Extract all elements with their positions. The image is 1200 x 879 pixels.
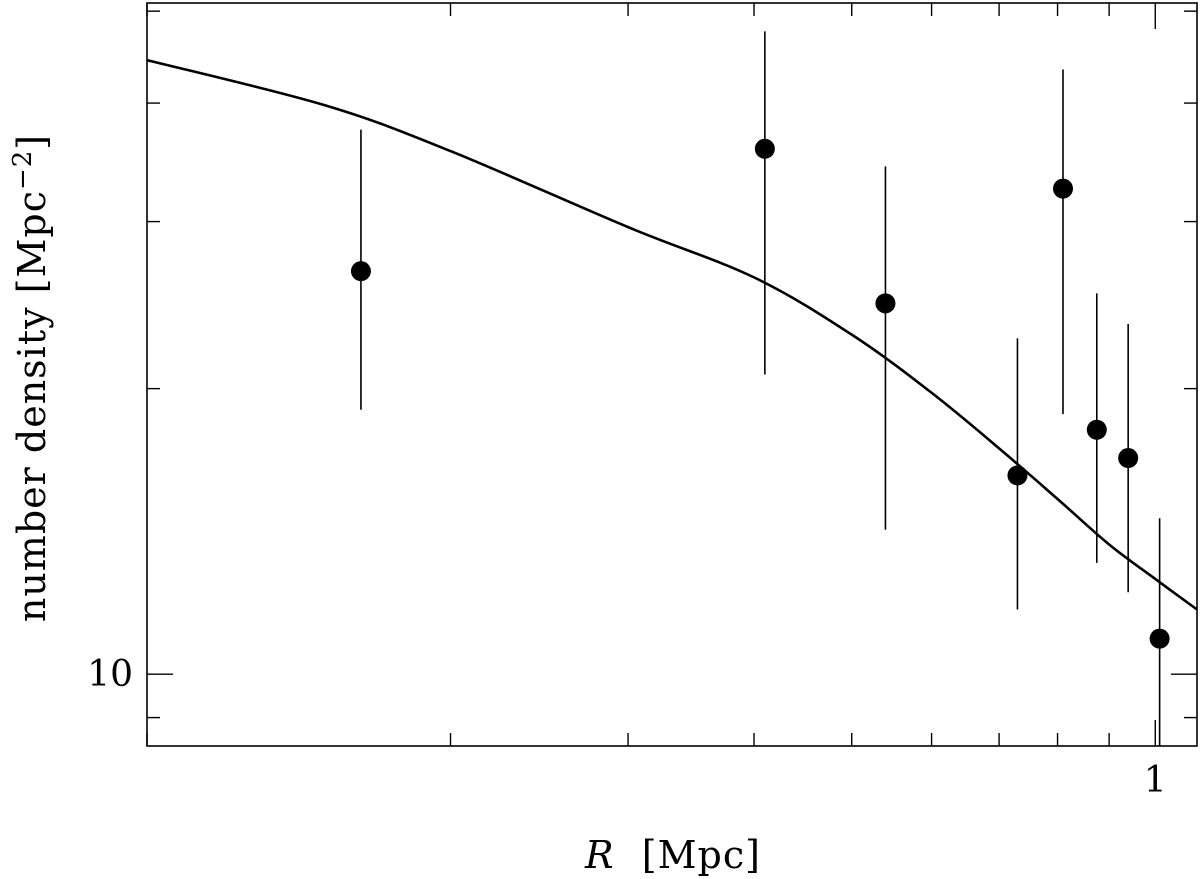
tick-labels: 1 10: [87, 654, 1167, 801]
axis-ticks: [146, 3, 1197, 746]
x-axis-unit: [Mpc]: [642, 833, 761, 877]
data-point: [1007, 465, 1028, 486]
x-axis-symbol: R: [584, 833, 615, 877]
y-axis-label-exponent: −2: [8, 150, 38, 190]
y-axis-label: number density [Mpc−2]: [8, 134, 54, 622]
data-point: [875, 293, 896, 314]
data-point: [350, 261, 371, 282]
data-points: [350, 31, 1170, 746]
model-curve: [146, 58, 1198, 611]
x-axis-label: R [Mpc]: [584, 833, 761, 877]
y-tick-label: 10: [87, 654, 133, 695]
data-point: [1052, 178, 1073, 199]
data-point: [1149, 628, 1170, 649]
y-axis-label-close: ]: [10, 134, 54, 150]
plot-frame: [146, 2, 1198, 747]
data-point: [1086, 419, 1107, 440]
data-point: [1118, 448, 1139, 469]
y-axis-label-text: number density [Mpc: [10, 190, 54, 622]
x-tick-label: 1: [1144, 760, 1167, 801]
data-point: [754, 138, 775, 159]
